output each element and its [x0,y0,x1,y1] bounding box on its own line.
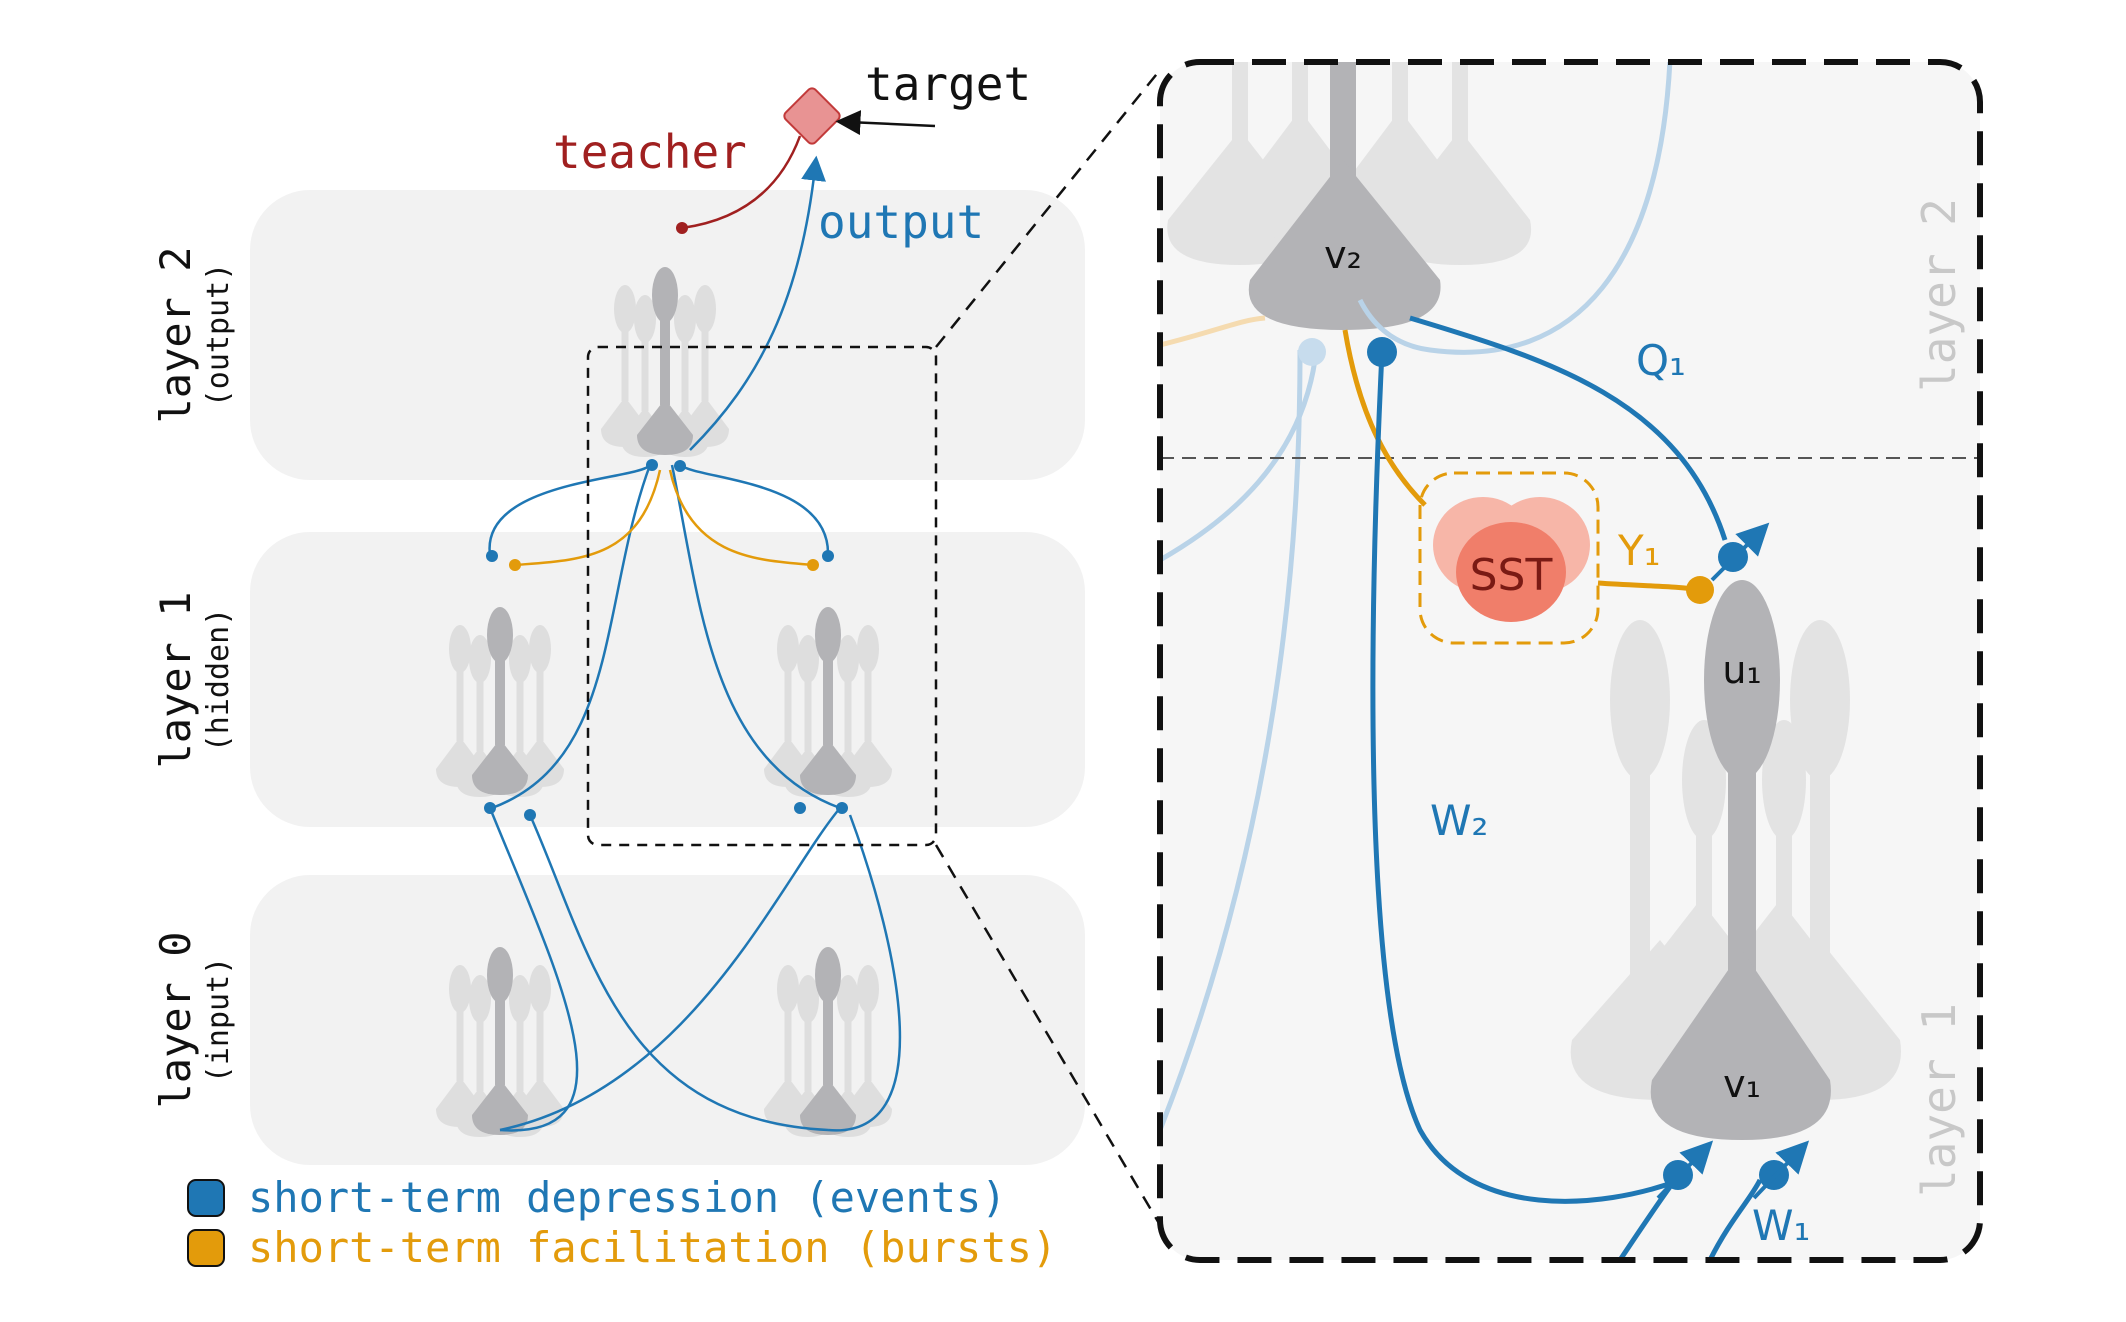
zoom-line-bottom [934,844,1162,1226]
output-label: output [818,195,984,249]
layer-0-background [250,875,1085,1165]
legend-facilitation-label: short-term facilitation (bursts) [248,1223,1057,1272]
layer-0-to-1-connections [488,807,902,1132]
zoom-line-top [935,69,1161,348]
y1-label: Y₁ [1617,526,1661,575]
target-arrow [835,110,936,136]
zoom-layer-2-label: layer 2 [1912,198,1966,392]
svg-text:layer 2: layer 2 [151,246,200,423]
neuron-v2: v₂ [1248,62,1441,330]
layer-1-background [250,532,1085,827]
layer-2-label: layer 2 (output) [151,246,236,423]
legend-depression-swatch [187,1179,225,1217]
teacher-line [681,135,802,230]
svg-text:(input): (input) [201,957,236,1083]
zoom-panel: v₂ [1157,59,1983,1263]
sst-interneuron: SST [1418,471,1600,645]
teacher-label: teacher [553,125,747,179]
target-diamond [783,87,841,145]
svg-text:layer 0: layer 0 [151,931,200,1108]
v2-synapse-light [1298,338,1326,366]
q1-connection [1409,315,1728,541]
neuron-u1-label: u₁ [1722,648,1761,692]
left-synapse-dots [484,459,848,821]
y1-synapse [1686,576,1714,604]
legend: short-term depression (events) short-ter… [187,1173,1057,1272]
sst-label: SST [1470,550,1553,601]
output-arrow [689,155,827,451]
svg-text:(hidden): (hidden) [201,608,236,753]
legend-facilitation-swatch [187,1229,225,1267]
layer-1-to-2-connections [488,463,841,810]
w1-label: W₁ [1752,1201,1810,1250]
w2-label: W₂ [1430,796,1488,845]
neuron-v1-label: v₁ [1723,1062,1761,1106]
layer-1-label: layer 1 (hidden) [151,591,236,768]
zoom-region [586,345,938,847]
w1-input-2 [1707,1178,1763,1260]
q1-label: Q₁ [1636,336,1686,385]
svg-text:(output): (output) [201,263,236,408]
svg-text:layer 1: layer 1 [151,591,200,768]
neuron-v1: u₁ v₁ [1650,580,1831,1140]
legend-depression-label: short-term depression (events) [248,1173,1007,1222]
neuron-v2-label: v₂ [1324,233,1362,277]
v2-synapse-blue [1367,337,1397,367]
zoom-layer-1-label: layer 1 [1912,1003,1966,1197]
target-label: target [865,57,1031,111]
teacher-synapse [676,222,688,234]
feedback-burst-connections [514,469,814,567]
w2-connection [1370,351,1681,1204]
layer-0-label: layer 0 (input) [151,931,236,1108]
